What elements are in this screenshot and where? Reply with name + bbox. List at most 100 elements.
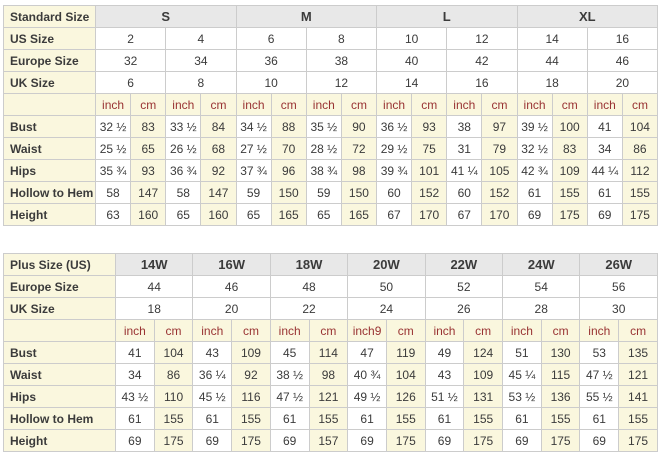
measure-value-cell: 43 (424, 363, 465, 386)
measure-value-cell: 175 (463, 429, 504, 452)
measure-value-cell: 110 (153, 385, 194, 408)
measure-value-cell: 69 (115, 429, 155, 452)
measure-value-cell: 131 (463, 385, 504, 408)
measure-value-cell: 43 (192, 341, 233, 364)
measure-value-cell: 47 (347, 341, 387, 364)
size-value-cell: 28 (502, 297, 581, 320)
size-value-cell: 12 (305, 71, 378, 94)
measure-value-cell: 39 ¾ (375, 159, 413, 182)
measure-value-cell: 86 (621, 137, 659, 160)
size-value-cell: 44 (516, 49, 588, 72)
measure-value-cell: 45 ¼ (502, 363, 542, 386)
measure-value-cell: 155 (618, 407, 658, 430)
measure-value-cell: 170 (481, 203, 518, 226)
measure-value-cell: 59 (235, 181, 272, 204)
size-value-cell: 8 (165, 71, 237, 94)
measure-value-cell: 130 (540, 341, 581, 364)
size-value-cell: 6 (94, 71, 167, 94)
row-label: UK Size (3, 297, 116, 320)
measure-value-cell: 58 (165, 181, 202, 204)
measure-value-cell: 69 (502, 429, 542, 452)
measure-value-cell: 69 (424, 429, 465, 452)
size-value-cell: 16 (446, 71, 518, 94)
measure-value-cell: 97 (481, 115, 518, 138)
measure-value-cell: 67 (446, 203, 483, 226)
measure-value-cell: 43 ½ (115, 385, 155, 408)
measure-value-cell: 175 (618, 429, 658, 452)
unit-header-cell: cm (551, 93, 588, 116)
measure-value-cell: 41 (115, 341, 155, 364)
measure-value-cell: 155 (231, 407, 271, 430)
measure-value-cell: 109 (463, 363, 504, 386)
measure-value-cell: 34 ½ (235, 115, 272, 138)
table-header-label: Plus Size (US) (3, 253, 116, 276)
unit-header-cell: inch (375, 93, 413, 116)
unit-header-cell: inch (235, 93, 272, 116)
size-value-cell: 20 (192, 297, 271, 320)
size-group-header: S (95, 5, 237, 28)
measure-value-cell: 35 ½ (305, 115, 342, 138)
measure-value-cell: 126 (385, 385, 426, 408)
measure-value-cell: 92 (200, 159, 237, 182)
measure-value-cell: 79 (481, 137, 518, 160)
unit-header-cell: cm (385, 319, 426, 342)
size-value-cell: 6 (235, 27, 307, 50)
measure-value-cell: 141 (618, 385, 658, 408)
unit-header-cell: inch (516, 93, 553, 116)
size-group-header: 18W (269, 253, 349, 276)
measure-value-cell: 61 (424, 407, 465, 430)
size-value-cell: 20 (586, 71, 659, 94)
measure-value-cell: 28 ½ (305, 137, 342, 160)
measure-value-cell: 115 (540, 363, 581, 386)
measure-value-cell: 121 (308, 385, 349, 408)
unit-header-cell: inch (446, 93, 483, 116)
unit-header-cell: inch9 (347, 319, 387, 342)
measure-value-cell: 38 ¾ (305, 159, 342, 182)
measure-value-cell: 155 (308, 407, 349, 430)
measure-value-cell: 150 (340, 181, 378, 204)
size-value-cell: 40 (375, 49, 448, 72)
row-label: Height (3, 429, 116, 452)
measure-value-cell: 93 (411, 115, 448, 138)
unit-header-cell: inch (424, 319, 465, 342)
size-group-header: 24W (502, 253, 581, 276)
measure-value-cell: 25 ½ (94, 137, 132, 160)
measure-value-cell: 135 (618, 341, 658, 364)
header-row: Standard Size S M L XL (3, 5, 658, 28)
measure-value-cell: 69 (579, 429, 620, 452)
measure-row: Waist 25 ½ 65 26 ½ 68 27 ½ 70 28 ½ 72 29 ½ 75 31 79 3… (3, 137, 659, 160)
size-row: Europe Size 32 34 36 38 40 42 44 46 (3, 49, 659, 72)
size-value-cell: 56 (579, 275, 658, 298)
header-row: Plus Size (US) 14W 16W 18W 20W 22W 24W 26W (3, 253, 658, 276)
measure-value-cell: 69 (586, 203, 623, 226)
measure-value-cell: 160 (130, 203, 167, 226)
size-group-header: 20W (347, 253, 426, 276)
measure-value-cell: 72 (340, 137, 378, 160)
row-label: Bust (3, 115, 96, 138)
measure-value-cell: 39 ½ (516, 115, 553, 138)
measure-value-cell: 112 (621, 159, 659, 182)
measure-value-cell: 68 (200, 137, 237, 160)
measure-value-cell: 155 (463, 407, 504, 430)
measure-value-cell: 67 (375, 203, 413, 226)
measure-value-cell: 34 (115, 363, 155, 386)
unit-header-cell: inch (502, 319, 542, 342)
size-group-header: 22W (424, 253, 504, 276)
measure-value-cell: 155 (153, 407, 194, 430)
row-label: Europe Size (3, 49, 96, 72)
unit-header-cell: cm (481, 93, 518, 116)
measure-value-cell: 27 ½ (235, 137, 272, 160)
size-value-cell: 4 (165, 27, 237, 50)
row-label: US Size (3, 27, 96, 50)
measure-value-cell: 170 (411, 203, 448, 226)
measure-value-cell: 98 (340, 159, 378, 182)
measure-value-cell: 175 (385, 429, 426, 452)
measure-value-cell: 53 ½ (502, 385, 542, 408)
size-value-cell: 14 (516, 27, 588, 50)
measure-value-cell: 155 (621, 181, 659, 204)
measure-value-cell: 96 (270, 159, 307, 182)
measure-value-cell: 114 (308, 341, 349, 364)
measure-value-cell: 175 (153, 429, 194, 452)
measure-value-cell: 47 ½ (269, 385, 310, 408)
